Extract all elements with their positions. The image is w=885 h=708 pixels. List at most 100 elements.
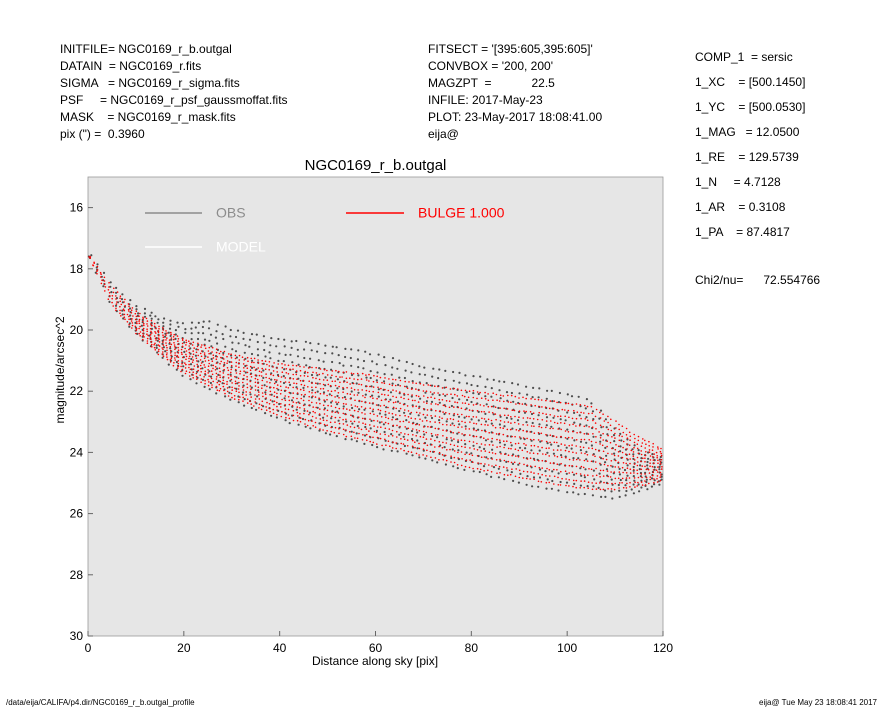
bulge-point [449, 443, 452, 446]
obs-point [625, 479, 628, 482]
bulge-point [276, 379, 278, 381]
obs-point [115, 291, 118, 294]
bulge-point [644, 461, 646, 463]
bulge-point [260, 375, 263, 377]
bulge-point [510, 441, 512, 444]
bulge-point [273, 362, 275, 364]
bulge-point [496, 446, 498, 448]
bulge-point [281, 398, 283, 401]
bulge-point [307, 419, 310, 422]
bulge-point [204, 360, 207, 362]
bulge-point [331, 370, 334, 372]
bulge-point [579, 473, 582, 475]
obs-point [484, 439, 488, 442]
obs-point [309, 427, 312, 430]
bulge-point [192, 371, 194, 374]
bulge-point [329, 384, 332, 387]
obs-point [579, 405, 582, 408]
obs-point [516, 383, 520, 386]
bulge-point [586, 419, 589, 422]
bulge-point [254, 401, 256, 403]
bulge-point [475, 429, 478, 432]
bulge-point [480, 456, 483, 459]
bulge-point [115, 309, 117, 312]
bulge-point [453, 461, 456, 464]
bulge-point [384, 398, 387, 401]
bulge-point [356, 394, 359, 396]
bulge-point [614, 466, 616, 468]
bulge-point [108, 286, 110, 288]
obs-point [363, 408, 366, 411]
bulge-point [399, 425, 401, 428]
bulge-point [311, 420, 313, 422]
bulge-point [583, 486, 585, 489]
bulge-point [492, 392, 495, 395]
bulge-point [350, 420, 352, 423]
bulge-point [633, 441, 636, 444]
bulge-point [427, 384, 430, 386]
obs-point [546, 442, 549, 445]
bulge-point [242, 389, 245, 391]
bulge-point [583, 459, 586, 462]
obs-point [264, 412, 267, 415]
bulge-point [153, 343, 155, 346]
bulge-point [318, 413, 321, 415]
bulge-point [518, 462, 521, 465]
bulge-point [188, 355, 191, 358]
bulge-point [341, 397, 344, 399]
obs-point [256, 354, 260, 357]
bulge-point [334, 396, 336, 398]
bulge-point [568, 479, 570, 481]
obs-point [143, 312, 146, 315]
obs-point [538, 449, 541, 452]
bulge-point [127, 303, 130, 305]
bulge-point [379, 376, 382, 379]
bulge-point [465, 415, 468, 418]
bulge-point [146, 323, 148, 325]
bulge-point [568, 416, 570, 419]
bulge-point [488, 451, 491, 454]
bulge-point [456, 464, 459, 466]
bulge-point [303, 366, 305, 368]
bulge-point [375, 431, 378, 434]
bulge-point [323, 423, 326, 426]
bulge-point [657, 462, 659, 465]
bulge-point [567, 431, 570, 433]
obs-point [162, 321, 165, 324]
obs-point [382, 380, 386, 383]
bulge-point [628, 477, 631, 479]
bulge-point [553, 421, 556, 424]
bulge-point [392, 406, 395, 409]
bulge-point [314, 426, 317, 429]
bulge-point [364, 401, 367, 404]
bulge-point [330, 426, 333, 429]
obs-point [349, 356, 352, 360]
obs-point [618, 489, 621, 492]
obs-point [169, 347, 172, 350]
bulge-point [387, 417, 390, 420]
bulge-point [272, 366, 274, 368]
bulge-point [430, 403, 433, 405]
bulge-point [553, 455, 556, 457]
bulge-point [196, 378, 198, 381]
bulge-point [285, 368, 288, 370]
bulge-point [170, 337, 173, 339]
bulge-point [448, 406, 451, 409]
bulge-point [429, 384, 432, 387]
obs-point [330, 368, 333, 371]
bulge-point [460, 451, 463, 453]
bulge-point [261, 400, 264, 403]
bulge-point [339, 416, 341, 419]
bulge-point [465, 459, 468, 461]
bulge-point [330, 430, 333, 433]
obs-point [538, 476, 542, 479]
obs-point [444, 369, 447, 372]
bulge-point [645, 451, 647, 453]
bulge-point [575, 472, 578, 475]
obs-point [431, 393, 434, 396]
bulge-point [360, 378, 363, 380]
bulge-point [287, 387, 290, 389]
obs-point [585, 441, 588, 444]
bulge-point [487, 458, 489, 460]
obs-point [376, 371, 379, 374]
